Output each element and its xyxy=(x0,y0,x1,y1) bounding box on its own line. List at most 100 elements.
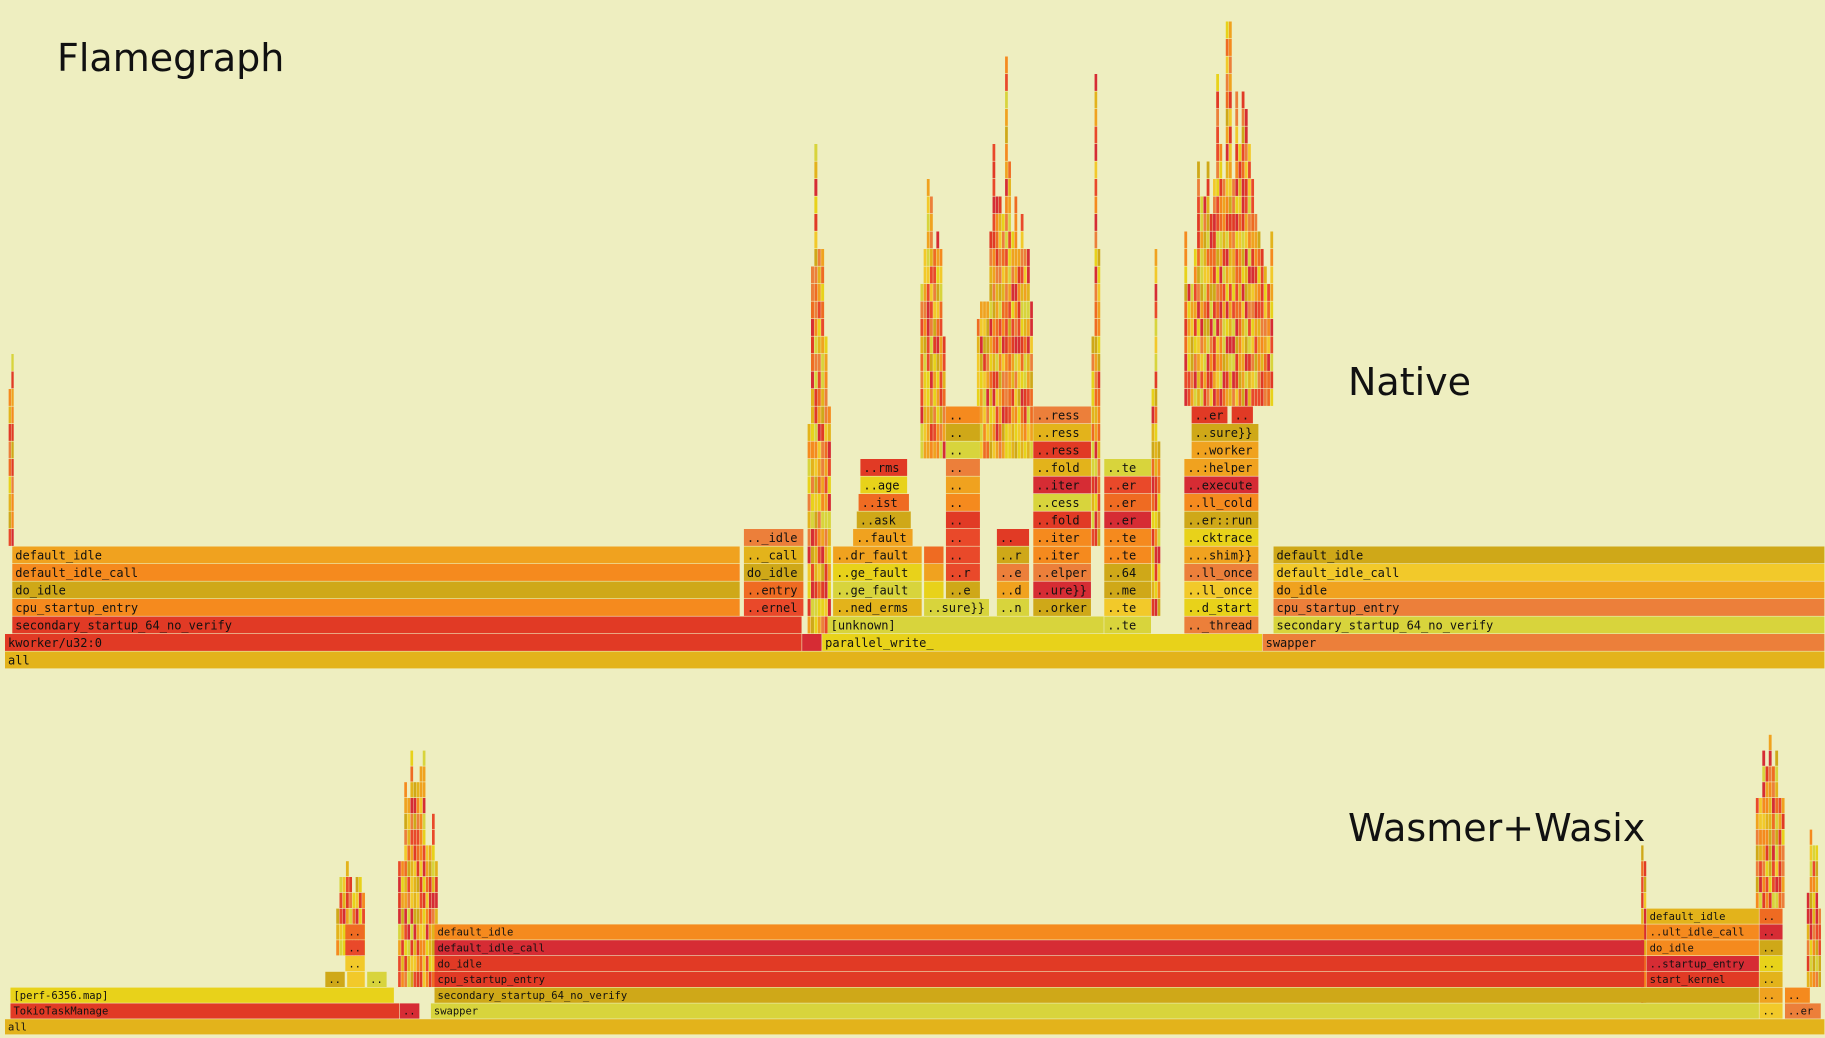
native-peak-4-cell[interactable] xyxy=(1094,301,1098,319)
native-peak-6-cell[interactable] xyxy=(1251,196,1255,214)
native-peak-6-cell[interactable] xyxy=(1216,91,1219,109)
native-peak-5-cell[interactable] xyxy=(1154,406,1158,424)
native-peak-3-cell[interactable] xyxy=(1008,371,1011,389)
native-peak-3-cell[interactable] xyxy=(1020,319,1024,336)
native-peak-6-cell[interactable] xyxy=(1190,354,1194,371)
native-peak-6-cell[interactable] xyxy=(1216,179,1219,196)
native-peak-6-cell[interactable] xyxy=(1193,336,1197,354)
native-peak-4-cell[interactable] xyxy=(1097,424,1101,441)
wasmer-wasix-peak-4-cell[interactable] xyxy=(1812,956,1816,972)
native-peak-6-cell[interactable] xyxy=(1235,284,1239,301)
native-peak-6-cell[interactable] xyxy=(1248,214,1251,231)
native-peak-1-cell[interactable] xyxy=(814,546,818,564)
native-peak-1-cell[interactable] xyxy=(807,441,811,459)
wasmer-wasix-peak-4-cell[interactable] xyxy=(1809,908,1813,924)
wasmer-wasix-peak-0-cell[interactable] xyxy=(349,908,353,924)
native-frame[interactable] xyxy=(1104,581,1151,599)
native-peak-4-cell[interactable] xyxy=(1094,161,1098,179)
native-peak-6-cell[interactable] xyxy=(1241,144,1245,161)
native-peak-4-cell[interactable] xyxy=(1094,371,1098,389)
wasmer-wasix-peak-3-cell[interactable] xyxy=(1768,798,1772,814)
native-peak-3-cell[interactable] xyxy=(976,389,980,406)
native-peak-3-cell[interactable] xyxy=(1001,406,1005,424)
native-peak-5-cell[interactable] xyxy=(1154,529,1158,546)
native-peak-3-cell[interactable] xyxy=(1005,109,1008,126)
native-frame[interactable] xyxy=(1273,599,1825,616)
native-peak-6-cell[interactable] xyxy=(1248,231,1251,249)
native-peak-1-cell[interactable] xyxy=(817,301,821,319)
native-peak-6-cell[interactable] xyxy=(1241,214,1245,231)
native-peak-6-cell[interactable] xyxy=(1200,249,1204,266)
wasmer-wasix-peak-4-cell[interactable] xyxy=(1818,956,1821,972)
native-peak-6-cell[interactable] xyxy=(1241,109,1245,126)
native-peak-5-cell[interactable] xyxy=(1151,389,1155,406)
native-peak-6-cell[interactable] xyxy=(1216,126,1219,144)
wasmer-wasix-peak-4-cell[interactable] xyxy=(1818,924,1821,940)
native-peak-3-cell[interactable] xyxy=(1014,424,1018,441)
native-peak-6-cell[interactable] xyxy=(1200,214,1204,231)
wasmer-wasix-peak-1-cell[interactable] xyxy=(425,861,429,877)
native-peak-6-cell[interactable] xyxy=(1222,301,1226,319)
native-peak-1-cell[interactable] xyxy=(817,406,821,424)
native-frame[interactable] xyxy=(945,424,980,441)
native-peak-2-cell[interactable] xyxy=(936,319,940,336)
native-peak-1-cell[interactable] xyxy=(824,616,828,634)
native-peak-4-cell[interactable] xyxy=(1097,494,1101,511)
wasmer-wasix-peak-1-cell[interactable] xyxy=(432,940,435,956)
native-peak-3-cell[interactable] xyxy=(1027,336,1030,354)
native-peak-2-cell[interactable] xyxy=(942,406,946,424)
native-peak-6-cell[interactable] xyxy=(1238,196,1242,214)
native-peak-6-cell[interactable] xyxy=(1235,161,1239,179)
wasmer-wasix-peak-3-cell[interactable] xyxy=(1768,813,1772,829)
wasmer-wasix-peak-0-cell[interactable] xyxy=(342,924,346,940)
native-peak-3-cell[interactable] xyxy=(1008,196,1011,214)
native-peak-6-cell[interactable] xyxy=(1200,319,1204,336)
native-peak-3-cell[interactable] xyxy=(1005,161,1008,179)
native-peak-2-cell[interactable] xyxy=(923,336,927,354)
native-peak-5-cell[interactable] xyxy=(1154,354,1158,371)
native-peak-3-cell[interactable] xyxy=(1011,249,1015,266)
native-peak-3-cell[interactable] xyxy=(1027,354,1030,371)
wasmer-wasix-peak-3-cell[interactable] xyxy=(1778,877,1782,893)
wasmer-wasix-peak-1-cell[interactable] xyxy=(435,908,438,924)
native-peak-6-cell[interactable] xyxy=(1225,91,1229,109)
wasmer-wasix-frame[interactable] xyxy=(434,924,1645,940)
wasmer-wasix-peak-1-cell[interactable] xyxy=(416,956,420,972)
native-peak-6-cell[interactable] xyxy=(1267,301,1270,319)
native-peak-1-cell[interactable] xyxy=(811,599,814,616)
wasmer-wasix-peak-3-cell[interactable] xyxy=(1775,892,1779,908)
wasmer-wasix-peak-1-cell[interactable] xyxy=(419,782,423,798)
native-peak-6-cell[interactable] xyxy=(1244,161,1248,179)
native-frame[interactable] xyxy=(833,564,922,581)
native-peak-2-cell[interactable] xyxy=(923,371,927,389)
native-peak-5-cell[interactable] xyxy=(1154,476,1158,494)
native-peak-3-cell[interactable] xyxy=(986,371,990,389)
native-peak-3-cell[interactable] xyxy=(1023,301,1027,319)
native-peak-3-cell[interactable] xyxy=(1001,371,1005,389)
native-peak-2-cell[interactable] xyxy=(930,301,933,319)
native-peak-2-cell[interactable] xyxy=(939,249,943,266)
native-peak-6-cell[interactable] xyxy=(1216,319,1219,336)
native-peak-6-cell[interactable] xyxy=(1244,354,1248,371)
native-frame[interactable] xyxy=(1184,599,1259,616)
native-frame[interactable] xyxy=(802,634,822,651)
native-peak-3-cell[interactable] xyxy=(1001,441,1005,459)
native-peak-3-cell[interactable] xyxy=(992,249,996,266)
native-peak-0-cell[interactable] xyxy=(11,476,14,494)
native-peak-4-cell[interactable] xyxy=(1094,459,1098,476)
wasmer-wasix-peak-1-cell[interactable] xyxy=(435,861,438,877)
native-peak-3-cell[interactable] xyxy=(983,371,986,389)
native-peak-6-cell[interactable] xyxy=(1263,301,1267,319)
native-peak-2-cell[interactable] xyxy=(920,406,924,424)
wasmer-wasix-peak-1-cell[interactable] xyxy=(410,877,414,893)
native-peak-2-cell[interactable] xyxy=(936,231,940,249)
native-peak-6-cell[interactable] xyxy=(1197,161,1200,179)
wasmer-wasix-peak-2-cell[interactable] xyxy=(1643,892,1647,908)
wasmer-wasix-peak-1-cell[interactable] xyxy=(432,892,435,908)
wasmer-wasix-peak-1-cell[interactable] xyxy=(404,861,407,877)
native-peak-0-cell[interactable] xyxy=(8,389,11,406)
native-peak-1-cell[interactable] xyxy=(811,266,814,284)
native-peak-2-cell[interactable] xyxy=(942,371,946,389)
native-peak-1-cell[interactable] xyxy=(814,214,818,231)
native-peak-1-cell[interactable] xyxy=(814,599,818,616)
